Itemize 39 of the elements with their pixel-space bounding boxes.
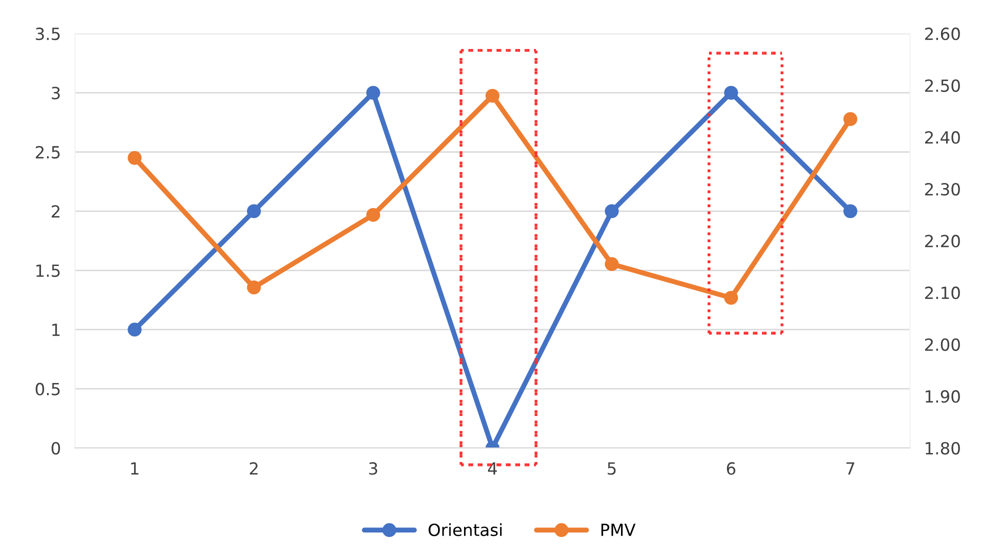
x-tick-label: 2 (250, 462, 258, 475)
y2-tick-label: 2.60 (925, 28, 960, 40)
y-tick-label: 2.5 (36, 146, 60, 159)
y-tick-label: 0 (52, 442, 60, 455)
point (724, 290, 738, 305)
point (843, 112, 858, 126)
y2-tick-label: 1.90 (926, 390, 960, 403)
y-tick-label: 3 (52, 86, 60, 100)
y-tick-label: 1 (52, 324, 60, 336)
point (366, 86, 380, 100)
y2-tick-label: 2.10 (925, 286, 960, 300)
point (843, 204, 858, 218)
point (246, 204, 261, 218)
point (604, 257, 619, 272)
point (128, 322, 142, 337)
y2-tick-label: 1.80 (926, 442, 960, 455)
y2-tick-label: 2.00 (925, 338, 960, 351)
y-tick-label: 0.5 (36, 382, 60, 396)
y2-tick-label: 2.50 (925, 79, 960, 92)
point (246, 280, 261, 294)
x-tick-label: 3 (369, 462, 378, 475)
x-tick-label: 7 (846, 462, 854, 475)
x-tick-label: 6 (726, 462, 736, 475)
y2-tick-label: 2.20 (925, 234, 960, 248)
y-tick-label: 1.5 (36, 264, 60, 277)
y2-tick-label: 2.40 (925, 131, 960, 144)
y-tick-label: 3.5 (36, 28, 60, 40)
legend-label: PMV (601, 524, 636, 536)
point (724, 86, 738, 100)
legend-label: Orientasi (428, 523, 502, 536)
x-tick-label: 1 (131, 462, 138, 475)
point (486, 88, 500, 103)
x-tick-label: 4 (488, 462, 497, 475)
point (604, 204, 619, 218)
point (366, 208, 380, 222)
x-tick-label: 5 (608, 462, 616, 475)
y2-tick-label: 2.30 (925, 182, 960, 196)
point (128, 150, 142, 165)
y-tick-label: 2 (52, 205, 60, 218)
